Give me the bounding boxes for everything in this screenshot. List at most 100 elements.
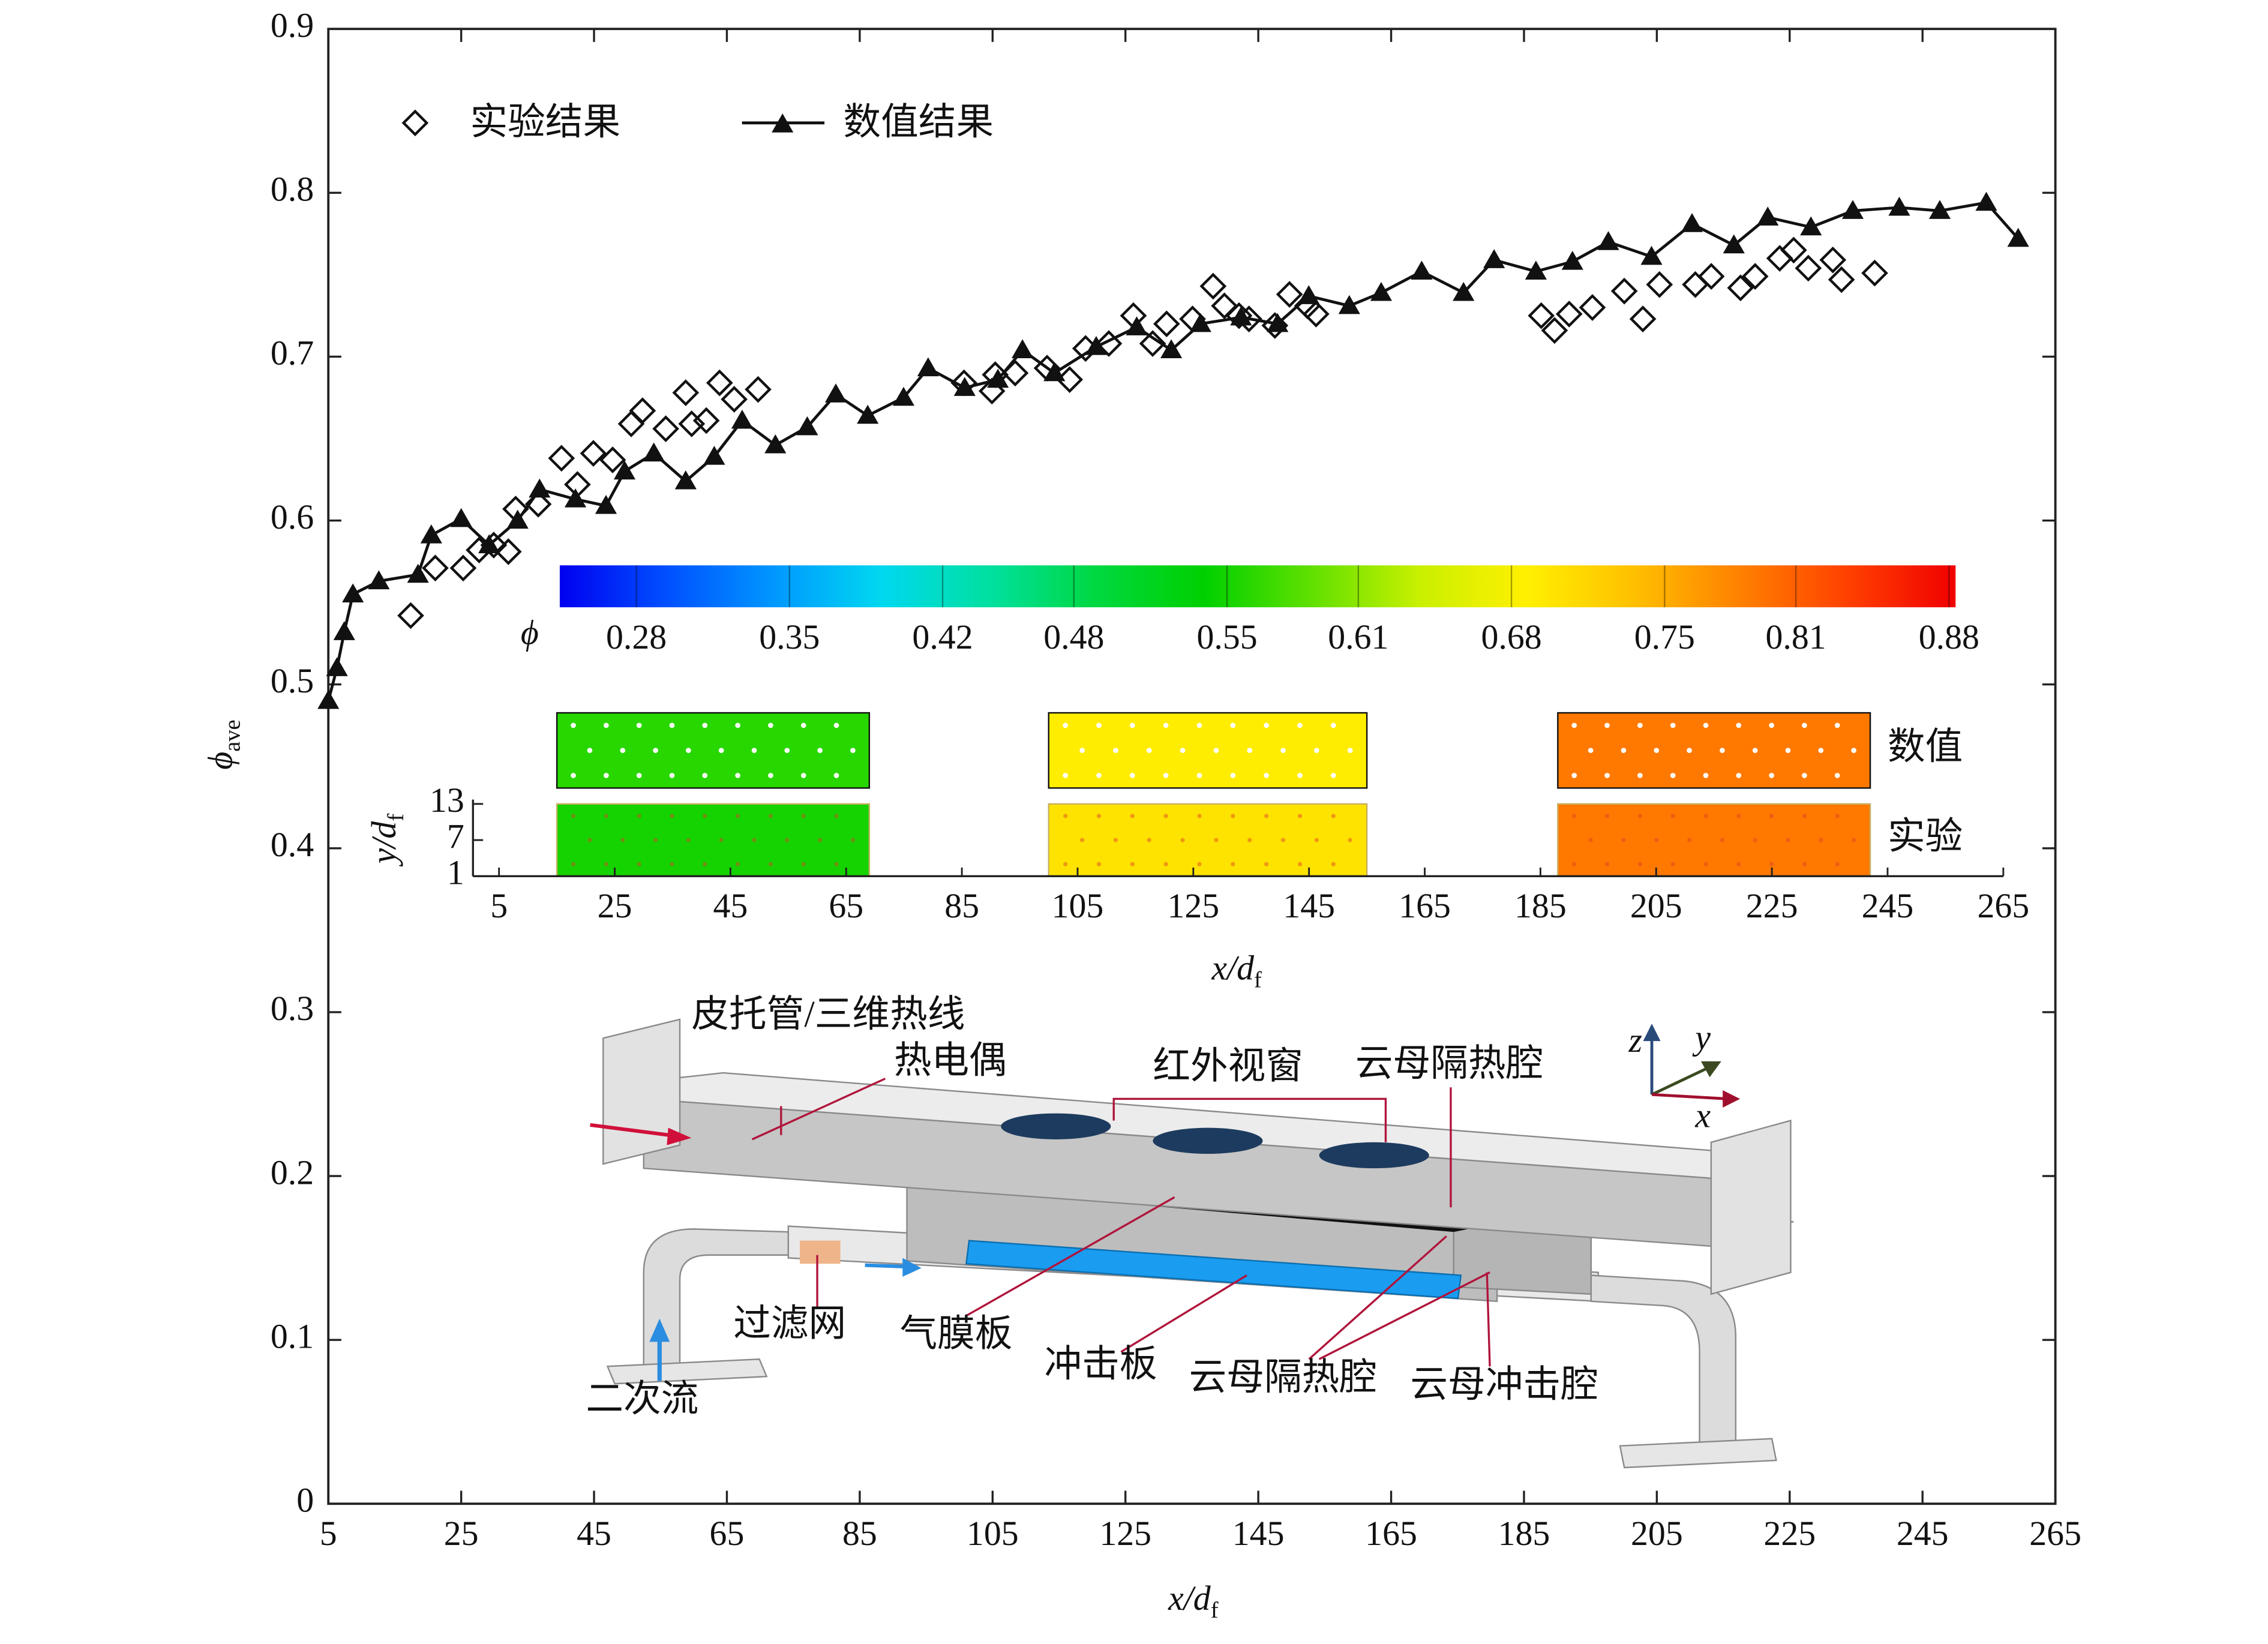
diagram-label: 云母隔热腔: [1355, 1042, 1543, 1084]
diagram-label: 云母隔热腔: [1189, 1356, 1377, 1398]
diamond-marker: [672, 379, 700, 406]
hole: [587, 748, 593, 754]
hole: [1196, 773, 1202, 778]
hole: [669, 722, 675, 728]
triangle-marker: [1126, 316, 1148, 335]
flow-arrow: [865, 1263, 906, 1269]
hole: [1654, 838, 1659, 842]
hole: [801, 862, 806, 866]
hole: [1096, 773, 1102, 778]
hole: [653, 838, 658, 842]
triangle-marker: [317, 689, 340, 709]
hole: [1703, 862, 1708, 866]
hole: [1264, 862, 1269, 866]
triangle-marker: [1561, 250, 1583, 270]
hole: [1852, 838, 1856, 842]
legend-marker: [401, 109, 429, 137]
x-tick-label: 145: [1232, 1514, 1285, 1553]
axis-letter: z: [1628, 1021, 1642, 1060]
axis-letter: y: [1692, 1018, 1711, 1057]
hole: [1802, 814, 1807, 818]
hole: [620, 838, 625, 842]
hole: [620, 748, 626, 754]
leader: [1120, 1274, 1247, 1353]
diamond-marker: [678, 410, 706, 437]
y-tick-label: 0.5: [271, 661, 314, 700]
x-tick-label: 265: [2029, 1514, 2081, 1553]
diamond-marker: [1697, 263, 1725, 290]
diamond-marker: [652, 415, 679, 442]
triangle-marker: [1525, 260, 1547, 280]
triangle-marker: [1230, 306, 1252, 326]
hole: [1571, 773, 1577, 778]
diamond-marker: [1153, 310, 1180, 338]
hole: [800, 722, 806, 728]
hole: [1129, 773, 1135, 778]
legend-label: 实验结果: [470, 101, 620, 143]
x-tick-label: 245: [1897, 1514, 1949, 1553]
triangle-marker: [1189, 313, 1211, 332]
triangle-marker: [643, 442, 665, 462]
window: [1153, 1127, 1263, 1154]
hole: [1163, 773, 1169, 778]
diamond-marker: [1828, 266, 1855, 293]
colorbar-tick-label: 0.81: [1765, 617, 1826, 656]
triangle-marker: [857, 404, 879, 424]
hole: [850, 748, 856, 754]
legend-marker: [772, 113, 794, 133]
window: [1001, 1113, 1111, 1139]
hole: [604, 814, 608, 818]
hole: [1769, 773, 1774, 778]
triangle-marker: [529, 478, 551, 498]
hole: [571, 862, 576, 866]
triangle-marker: [1975, 191, 1997, 211]
x-tick-label: 205: [1631, 1514, 1683, 1553]
hole: [1736, 814, 1741, 818]
hole: [1769, 722, 1774, 728]
triangle-marker: [987, 368, 1009, 388]
hole: [1604, 862, 1610, 866]
hole: [637, 862, 641, 866]
hole: [1654, 748, 1660, 754]
hole: [1280, 838, 1286, 842]
x-tick-label: 5: [320, 1514, 337, 1553]
triangle-marker: [703, 445, 725, 465]
triangle-marker: [917, 357, 940, 377]
diamond-marker: [692, 407, 720, 434]
colorbar-tick-label: 0.35: [759, 617, 820, 656]
hole: [1280, 748, 1286, 754]
diamond-marker: [397, 602, 424, 629]
diamond-marker: [721, 386, 748, 413]
y-tick-label: 0.1: [271, 1316, 314, 1355]
colorbar-tick-label: 0.61: [1328, 617, 1388, 656]
hole: [1163, 722, 1169, 728]
hole: [801, 814, 806, 818]
hole: [1703, 722, 1709, 728]
inset-y-label-sub: f: [383, 814, 409, 821]
diamond-marker: [1795, 254, 1822, 282]
inset-x-tick-label: 25: [598, 886, 632, 925]
triangle-marker: [564, 488, 587, 508]
triangle-marker: [892, 386, 915, 406]
hole: [1063, 773, 1069, 778]
right-foot: [1619, 1438, 1777, 1469]
hole: [1180, 748, 1186, 754]
hole: [1247, 748, 1253, 754]
diamond-marker: [422, 554, 449, 582]
colorbar-tick-label: 0.88: [1919, 617, 1979, 656]
diamond-marker: [1225, 302, 1253, 329]
hole: [1736, 862, 1741, 866]
legend-label: 数值结果: [843, 101, 994, 143]
hole: [817, 748, 823, 754]
inset-x-tick-label: 45: [713, 886, 748, 925]
inset-y-tick-label: 13: [430, 781, 464, 820]
hole: [636, 773, 642, 778]
hole: [1096, 862, 1102, 866]
triangle-marker: [1411, 260, 1433, 280]
inset-x-label: x/df: [1211, 949, 1262, 992]
diamond-marker: [1741, 263, 1769, 290]
x-axis-label: x/df: [1168, 1579, 1219, 1622]
hole: [1670, 722, 1676, 728]
triangle-marker: [1723, 234, 1745, 254]
diamond-marker: [1819, 246, 1847, 274]
